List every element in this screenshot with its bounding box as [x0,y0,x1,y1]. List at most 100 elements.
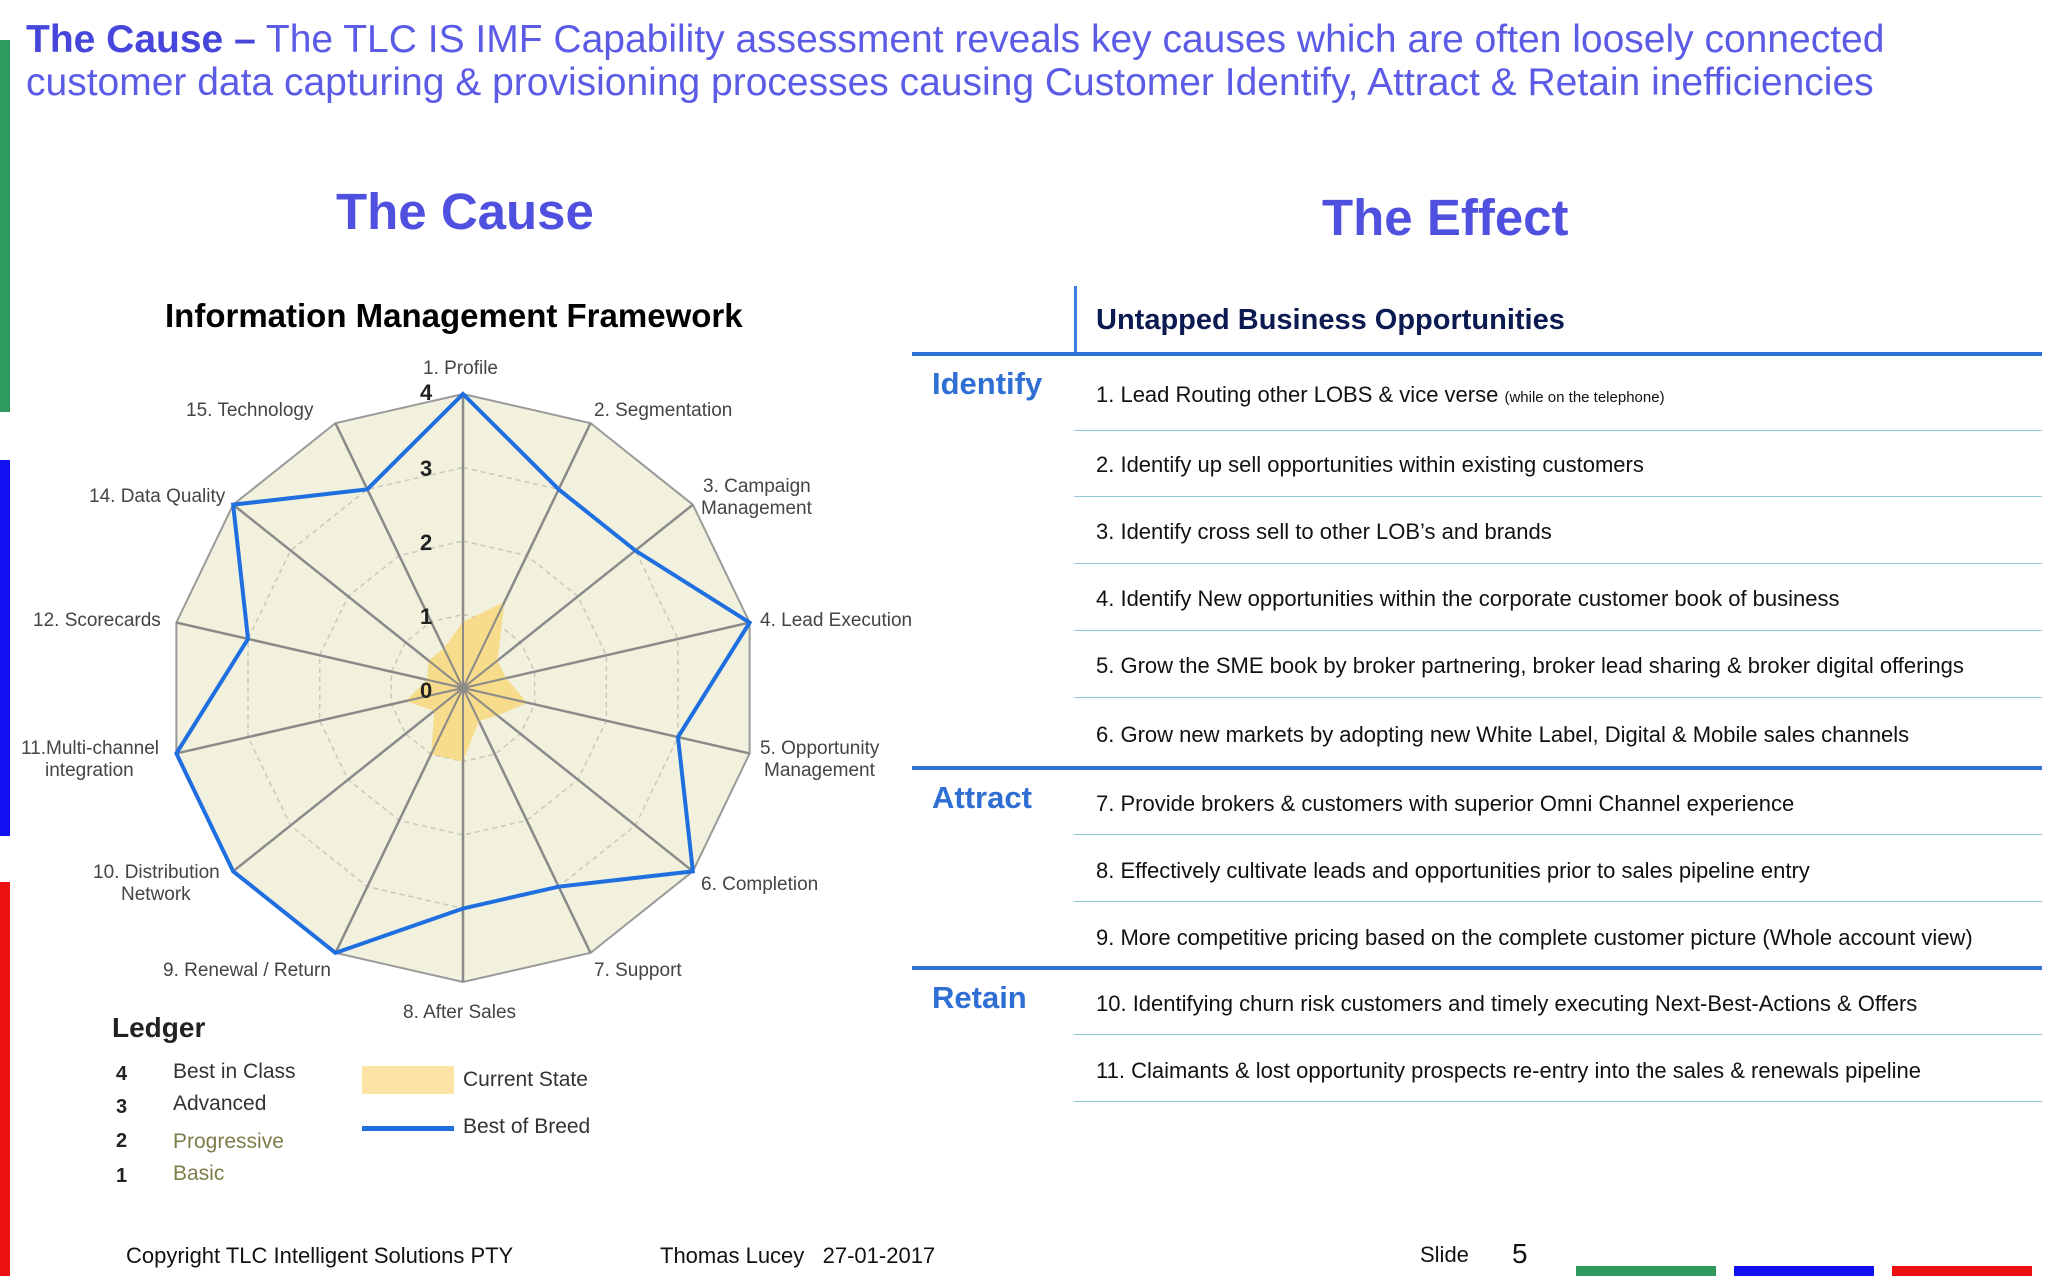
section-identify: Identify [932,366,1043,401]
header-text: The TLC IS IMF Capability assessment rev… [26,18,1885,104]
list-item: 9. More competitive pricing based on the… [1096,925,1973,950]
table-header: Untapped Business Opportunities [1096,304,1565,336]
radar-spoke [462,621,750,690]
ring-label-0: 0 [420,678,432,703]
list-item: 7. Provide brokers & customers with supe… [1096,791,1795,816]
section-retain: Retain [932,980,1027,1015]
footer-author-date: Thomas Lucey 27-01-2017 [660,1243,936,1268]
spoke-label-scorecards: 12. Scorecards [33,610,161,631]
ledger-num: 4 [116,1063,128,1085]
footer-slide-label: Slide [1420,1242,1469,1267]
side-bar-red [0,882,10,1276]
radar-spoke-overlay [462,601,506,689]
row-divider [1074,1034,2042,1035]
spoke-label-campaign-2: Management [701,498,813,519]
radar-spoke-overlay [430,687,464,755]
spoke-label-support: 7. Support [594,960,682,981]
list-item: 6. Grow new markets by adopting new Whit… [1096,722,1910,747]
ledger-num: 3 [116,1096,128,1118]
ledger-label: Best in Class [173,1060,296,1083]
radar-series-best-of-breed [174,391,753,956]
radar-spoke [176,621,464,690]
spoke-label-opportunity-2: Management [764,760,876,781]
spoke-label-completion: 6. Completion [701,874,818,895]
radar-spoke-overlay [442,647,464,689]
ledger-num: 2 [116,1130,128,1152]
side-bar-blue [0,460,10,836]
spoke-label-data-quality: 14. Data Quality [89,486,226,507]
legend-best-swatch [362,1126,454,1131]
list-item: 10. Identifying churn risk customers and… [1096,991,1918,1016]
list-item: 11. Claimants & lost opportunity prospec… [1096,1058,1922,1083]
spoke-label-distribution-2: Network [121,884,191,905]
section-line-attract [912,766,2042,770]
effect-title: The Effect [1322,189,1569,246]
spoke-label-segmentation: 2. Segmentation [594,400,732,421]
spoke-label-campaign: 3. Campaign [703,476,811,497]
row-divider [1074,496,2042,497]
item-text: 1. Lead Routing other LOBS & vice verse [1096,382,1505,407]
radar-spoke-overlay [462,687,528,704]
row-divider [1074,1101,2042,1102]
radar-chart: 1. Profile 2. Segmentation 3. Campaign M… [21,358,912,1020]
ledger-label: Basic [173,1162,225,1185]
header-lead: The Cause – [26,18,256,61]
radar-spoke-overlay [462,687,480,722]
radar-spoke [462,687,694,873]
footer-bar-blue [1734,1266,1874,1276]
side-bar-green [0,40,10,412]
radar-spoke [462,503,694,689]
spoke-label-after-sales: 8. After Sales [403,1002,516,1020]
footer-bar-green [1576,1266,1716,1276]
radar-spoke [232,503,464,689]
radar-spoke [461,687,592,954]
radar-spoke-overlay [462,659,499,689]
list-item: 1. Lead Routing other LOBS & vice verse … [1096,382,1665,408]
ring-label-4: 4 [420,380,433,405]
legend-best-label: Best of Breed [463,1115,591,1138]
list-item: 8. Effectively cultivate leads and oppor… [1096,858,1810,883]
row-divider [1074,834,2042,835]
spoke-label-opportunity: 5. Opportunity [760,738,880,759]
row-divider [1074,697,2042,698]
radar-spoke-overlay [405,687,464,703]
ledger-num: 1 [116,1165,128,1187]
list-item: 2. Identify up sell opportunities within… [1096,452,1644,477]
radar-spoke-overlay [433,687,464,712]
section-line-identify [912,352,2042,356]
ring-label-2: 2 [420,530,432,555]
row-divider [1074,901,2042,902]
row-divider [1074,630,2042,631]
list-item: 5. Grow the SME book by broker partnerin… [1096,653,1964,678]
radar-spoke-overlay [462,677,507,689]
ring-label-1: 1 [420,604,432,629]
item-note: (while on the telephone) [1504,389,1665,406]
ledger-label: Progressive [173,1130,284,1153]
list-item: 4. Identify New opportunities within the… [1096,586,1840,611]
cause-title: The Cause [336,183,594,240]
legend-current-swatch [362,1066,454,1094]
spoke-label-distribution: 10. Distribution [93,862,220,883]
radar-spoke-overlay [427,659,464,689]
spoke-label-technology: 15. Technology [186,400,314,421]
radar-spoke-overlay [426,678,464,689]
section-line-retain [912,966,2042,970]
legend-current-label: Current State [463,1068,588,1091]
imf-title: Information Management Framework [165,297,743,334]
footer-copyright: Copyright TLC Intelligent Solutions PTY [126,1243,514,1268]
radar-spoke-overlay [462,687,499,717]
spoke-label-lead-execution: 4. Lead Execution [760,610,912,631]
section-attract: Attract [932,780,1032,815]
ledger-title: Ledger [112,1012,206,1043]
list-item: 3. Identify cross sell to other LOB’s an… [1096,519,1552,544]
ring-label-3: 3 [420,456,432,481]
spoke-label-multichannel: 11.Multi-channel [21,738,159,759]
ledger-label: Advanced [173,1092,267,1115]
table-divider [1074,286,1077,352]
radar-spoke [334,422,465,689]
spoke-label-multichannel-2: integration [45,760,134,781]
spoke-label-renewal: 9. Renewal / Return [163,960,331,981]
page-header: The Cause – The TLC IS IMF Capability as… [26,18,2016,104]
row-divider [1074,430,2042,431]
row-divider [1074,563,2042,564]
